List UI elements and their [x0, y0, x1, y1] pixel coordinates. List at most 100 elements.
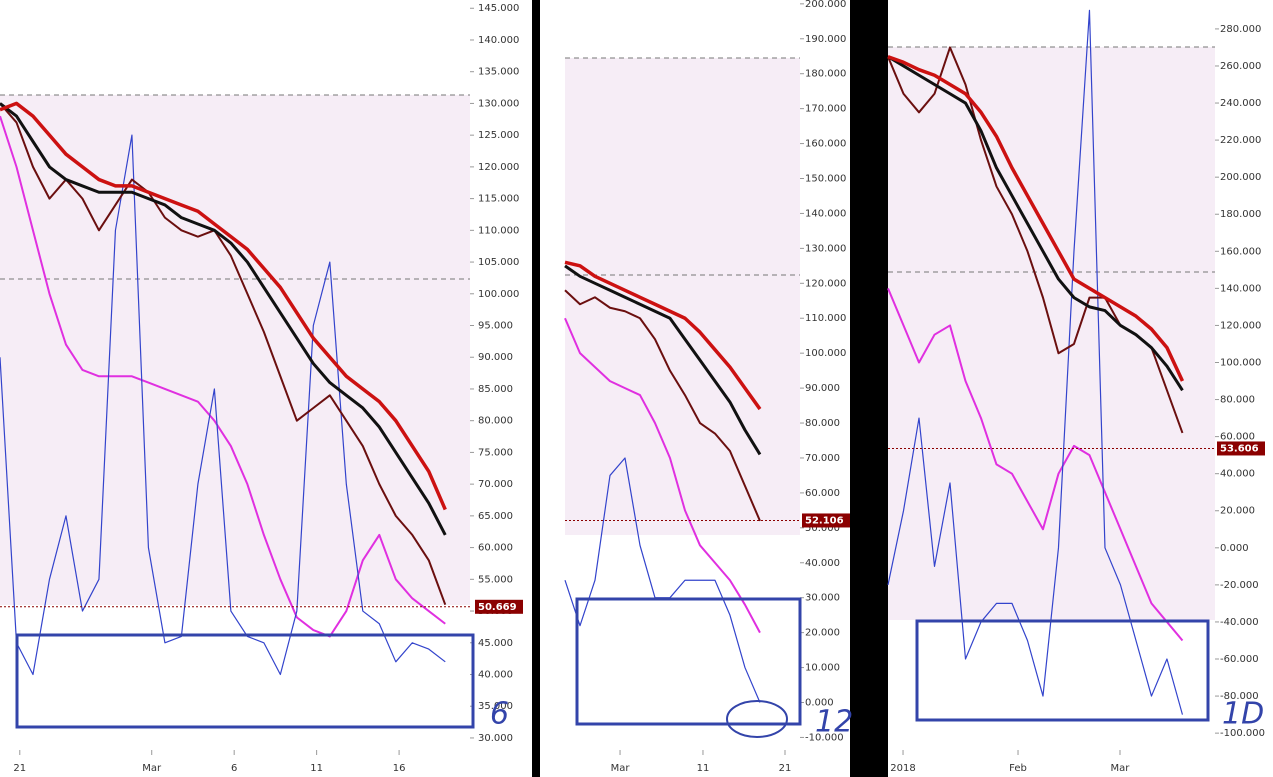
series-line	[564, 289, 761, 522]
y-tick-label: 60.000	[478, 543, 513, 554]
y-tick-label: 180.000	[805, 69, 846, 80]
last-price-box	[475, 599, 523, 614]
y-tick-label: 40.000	[1220, 469, 1255, 480]
y-tick-label: 120.000	[805, 278, 846, 289]
y-tick-label: 190.000	[805, 34, 846, 45]
y-tick-label: 200.000	[805, 0, 846, 10]
hand-ellipse	[726, 700, 788, 738]
y-tick-label: 180.000	[1220, 209, 1261, 220]
x-tick-label: Mar	[611, 763, 631, 774]
hand-note: 6	[490, 697, 509, 732]
y-tick-label: 85.000	[478, 384, 513, 395]
y-tick-label: 280.000	[1220, 24, 1261, 35]
x-tick-label: 11	[310, 763, 323, 774]
y-tick-label: 65.000	[478, 511, 513, 522]
y-tick-label: 100.000	[478, 289, 519, 300]
series-line	[564, 264, 762, 456]
y-tick-label: 40.000	[805, 558, 840, 569]
y-tick-label: 105.000	[478, 257, 519, 268]
y-tick-label: 120.000	[478, 162, 519, 173]
y-tick-label: 90.000	[805, 383, 840, 394]
last-price-label: 52.106	[805, 515, 844, 526]
series-line	[0, 134, 446, 676]
x-tick-label: Mar	[142, 763, 162, 774]
y-tick-label: 125.000	[478, 130, 519, 141]
y-tick-label: 115.000	[478, 194, 519, 205]
y-tick-label: 80.000	[805, 418, 840, 429]
y-tick-label: 35.000	[478, 701, 513, 712]
y-tick-label: 220.000	[1220, 135, 1261, 146]
last-price-box	[1217, 441, 1265, 456]
series-line	[0, 115, 446, 638]
y-tick-label: 20.000	[805, 628, 840, 639]
y-tick-label: 160.000	[805, 139, 846, 150]
y-tick-label: 45.000	[478, 638, 513, 649]
y-tick-label: -40.000	[1220, 617, 1259, 628]
x-tick-label: Feb	[1009, 763, 1027, 774]
last-price-label: 50.669	[478, 602, 517, 613]
last-price-label: 53.606	[1220, 443, 1259, 454]
y-tick-label: 100.000	[1220, 357, 1261, 368]
y-tick-label: 55.000	[478, 574, 513, 585]
x-tick-label: 11	[697, 763, 710, 774]
y-tick-label: 30.000	[478, 733, 513, 744]
y-tick-label: 240.000	[1220, 98, 1261, 109]
y-tick-label: -80.000	[1220, 691, 1259, 702]
x-tick-label: 21	[13, 763, 26, 774]
last-price-box	[802, 513, 850, 528]
y-tick-label: -10.000	[805, 732, 844, 743]
y-tick-label: 0.000	[805, 697, 834, 708]
series-line	[0, 102, 447, 606]
hand-box	[915, 619, 1210, 722]
y-tick-label: 140.000	[1220, 283, 1261, 294]
y-tick-label: 60.000	[1220, 432, 1255, 443]
zone	[565, 58, 800, 535]
y-tick-label: 30.000	[805, 593, 840, 604]
y-tick-label: 80.000	[1220, 395, 1255, 406]
hand-box	[15, 633, 475, 729]
series-line	[887, 287, 1184, 642]
y-tick-label: 160.000	[1220, 246, 1261, 257]
x-tick-label: Mar	[1111, 763, 1131, 774]
y-tick-label: 70.000	[805, 453, 840, 464]
y-tick-label: 100.000	[805, 348, 846, 359]
x-tick-label: 16	[393, 763, 406, 774]
y-tick-label: 170.000	[805, 104, 846, 115]
series-line	[0, 102, 447, 536]
y-tick-label: 130.000	[805, 243, 846, 254]
y-tick-label: -20.000	[1220, 580, 1259, 591]
y-tick-label: 10.000	[805, 663, 840, 674]
hand-box	[575, 597, 802, 726]
y-tick-label: 75.000	[478, 447, 513, 458]
series-line	[887, 9, 1184, 715]
y-tick-label: 120.000	[1220, 320, 1261, 331]
series-line	[887, 55, 1184, 392]
y-tick-label: 80.000	[478, 416, 513, 427]
hand-note: 1D	[1222, 697, 1264, 732]
y-tick-label: 50.000	[805, 523, 840, 534]
series-line	[564, 260, 762, 411]
y-tick-label: 40.000	[478, 669, 513, 680]
hand-note: 12	[815, 705, 853, 740]
y-tick-label: 135.000	[478, 67, 519, 78]
y-tick-label: 150.000	[805, 174, 846, 185]
x-tick-label: 2018	[890, 763, 915, 774]
y-tick-label: -100.000	[1220, 728, 1265, 739]
series-line	[564, 317, 761, 634]
y-tick-label: 0.000	[1220, 543, 1249, 554]
y-tick-label: 145.000	[478, 3, 519, 14]
series-line	[887, 55, 1185, 382]
y-tick-label: 60.000	[805, 488, 840, 499]
y-tick-label: 90.000	[478, 352, 513, 363]
x-tick-label: 6	[231, 763, 237, 774]
zone	[0, 95, 470, 605]
y-tick-label: 110.000	[478, 225, 519, 236]
series-line	[0, 101, 447, 511]
y-tick-label: -60.000	[1220, 654, 1259, 665]
y-tick-label: 110.000	[805, 313, 846, 324]
y-tick-label: 140.000	[805, 208, 846, 219]
y-tick-label: 95.000	[478, 321, 513, 332]
